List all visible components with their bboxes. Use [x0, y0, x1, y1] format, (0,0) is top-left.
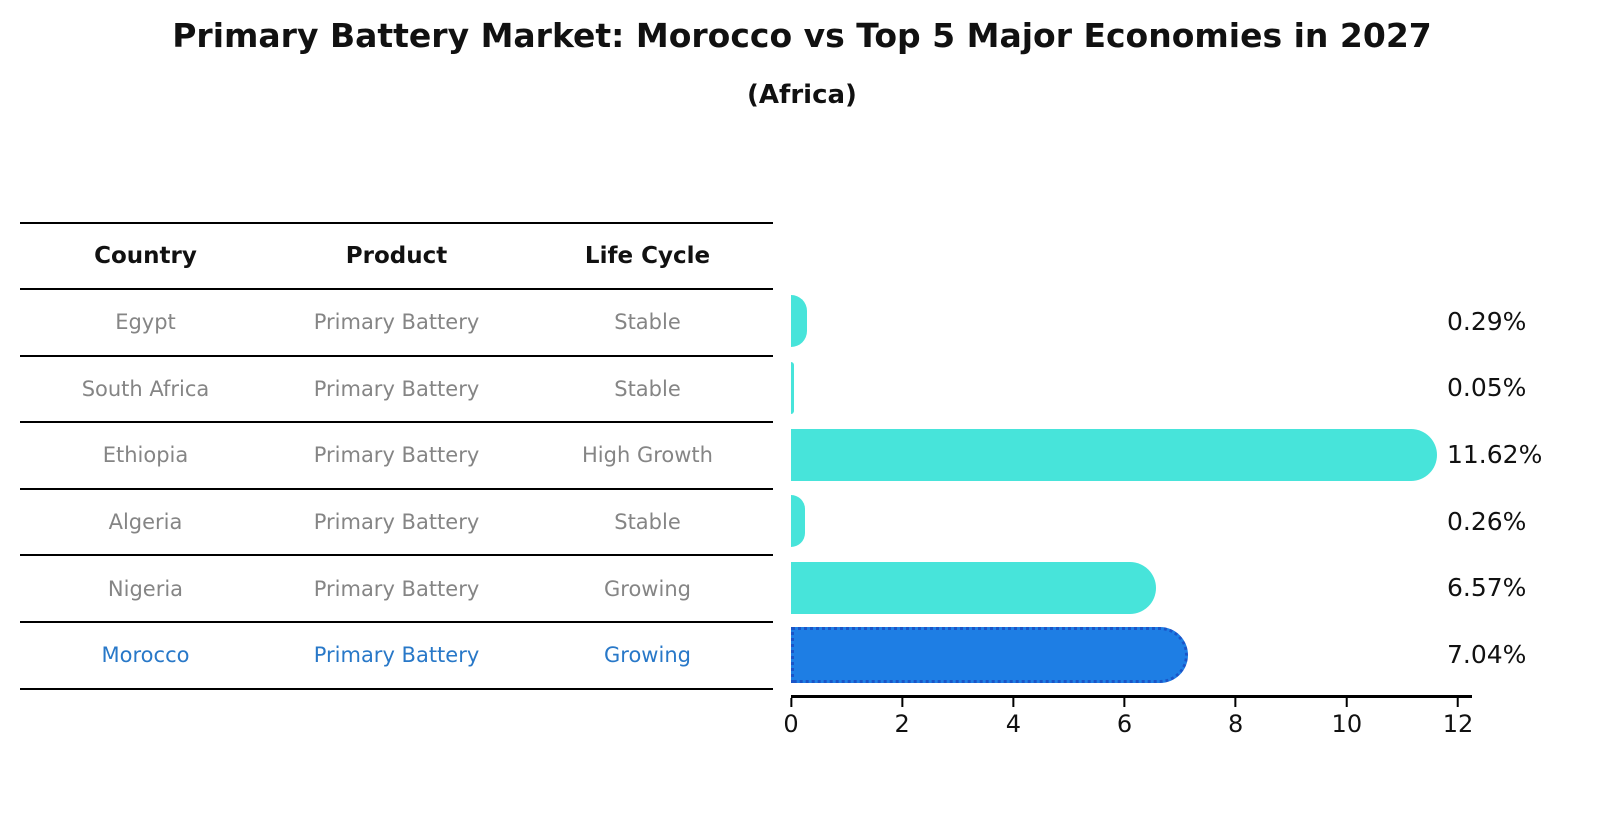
tick-mark [1234, 698, 1237, 707]
value-label-algeria: 0.26% [1447, 506, 1527, 536]
cell-country: South Africa [81, 376, 210, 401]
table-row-morocco: Morocco Primary Battery Growing [20, 623, 773, 690]
tick-mark [790, 698, 792, 707]
table-row-south-africa: South Africa Primary Battery Stable [20, 357, 773, 424]
x-tick: 12 [1442, 698, 1474, 738]
tick-label: 6 [1116, 710, 1133, 738]
x-axis-ticks: 0 2 4 6 8 10 12 [783, 698, 1473, 748]
x-tick: 0 [783, 698, 799, 738]
tick-label: 0 [783, 710, 799, 738]
cell-life-cycle: Growing [604, 643, 691, 668]
tick-mark [1456, 698, 1459, 707]
table-header-life-cycle: Life Cycle [584, 243, 711, 269]
value-labels: 0.29% 0.05% 11.62% 0.26% 6.57% 7.04% [1447, 288, 1597, 688]
cell-life-cycle: Growing [604, 576, 691, 601]
value-label-morocco: 7.04% [1447, 640, 1527, 670]
x-tick: 6 [1117, 698, 1132, 738]
bar-row [791, 621, 1458, 688]
cell-product: Primary Battery [313, 643, 480, 668]
x-tick: 4 [1006, 698, 1021, 738]
x-tick: 2 [895, 698, 910, 738]
cell-life-cycle: High Growth [582, 443, 713, 468]
cell-product: Primary Battery [313, 443, 480, 468]
table-header-product: Product [345, 243, 448, 269]
bar-nigeria [791, 561, 1157, 614]
bar-south-africa [791, 361, 794, 414]
tick-mark [1123, 698, 1126, 707]
bar-egypt [791, 295, 808, 348]
tick-label: 8 [1228, 710, 1244, 738]
value-label-nigeria: 6.57% [1447, 573, 1527, 603]
cell-product: Primary Battery [313, 310, 480, 335]
table-row-algeria: Algeria Primary Battery Stable [20, 490, 773, 557]
table-row-egypt: Egypt Primary Battery Stable [20, 290, 773, 357]
bar-algeria [791, 495, 806, 548]
bar-morocco [791, 626, 1189, 683]
cell-country: Egypt [115, 310, 176, 335]
bar-row [791, 421, 1458, 488]
cell-product: Primary Battery [313, 376, 480, 401]
table-row-ethiopia: Ethiopia Primary Battery High Growth [20, 423, 773, 490]
cell-country: Ethiopia [102, 443, 189, 468]
cell-product: Primary Battery [313, 510, 480, 535]
tick-label: 10 [1331, 710, 1363, 738]
x-tick: 10 [1331, 698, 1363, 738]
table-header-country: Country [94, 243, 197, 269]
value-label-ethiopia: 11.62% [1447, 440, 1543, 470]
x-axis-line [791, 695, 1472, 698]
chart-subtitle: (Africa) [747, 80, 857, 110]
tick-label: 4 [1005, 710, 1021, 738]
bar-plot-area [791, 288, 1458, 688]
bar-row [791, 488, 1458, 555]
data-table: Country Product Life Cycle Egypt Primary… [20, 222, 773, 690]
bar-row [791, 288, 1458, 355]
tick-mark [901, 698, 904, 707]
cell-life-cycle: Stable [614, 510, 681, 535]
cell-country: Morocco [101, 643, 190, 668]
cell-life-cycle: Stable [614, 376, 681, 401]
bar-row [791, 355, 1458, 422]
bar-row [791, 555, 1458, 622]
bar-ethiopia [791, 428, 1437, 481]
x-tick: 8 [1228, 698, 1243, 738]
cell-country: Algeria [108, 510, 183, 535]
tick-mark [1012, 698, 1015, 707]
chart-title: Primary Battery Market: Morocco vs Top 5… [172, 16, 1432, 55]
tick-label: 2 [894, 710, 910, 738]
table-row-nigeria: Nigeria Primary Battery Growing [20, 556, 773, 623]
value-label-south-africa: 0.05% [1447, 373, 1527, 403]
cell-country: Nigeria [107, 576, 184, 601]
table-header-row: Country Product Life Cycle [20, 222, 773, 290]
tick-label: 12 [1442, 710, 1474, 738]
value-label-egypt: 0.29% [1447, 306, 1527, 336]
cell-product: Primary Battery [313, 576, 480, 601]
tick-mark [1345, 698, 1348, 707]
cell-life-cycle: Stable [614, 310, 681, 335]
